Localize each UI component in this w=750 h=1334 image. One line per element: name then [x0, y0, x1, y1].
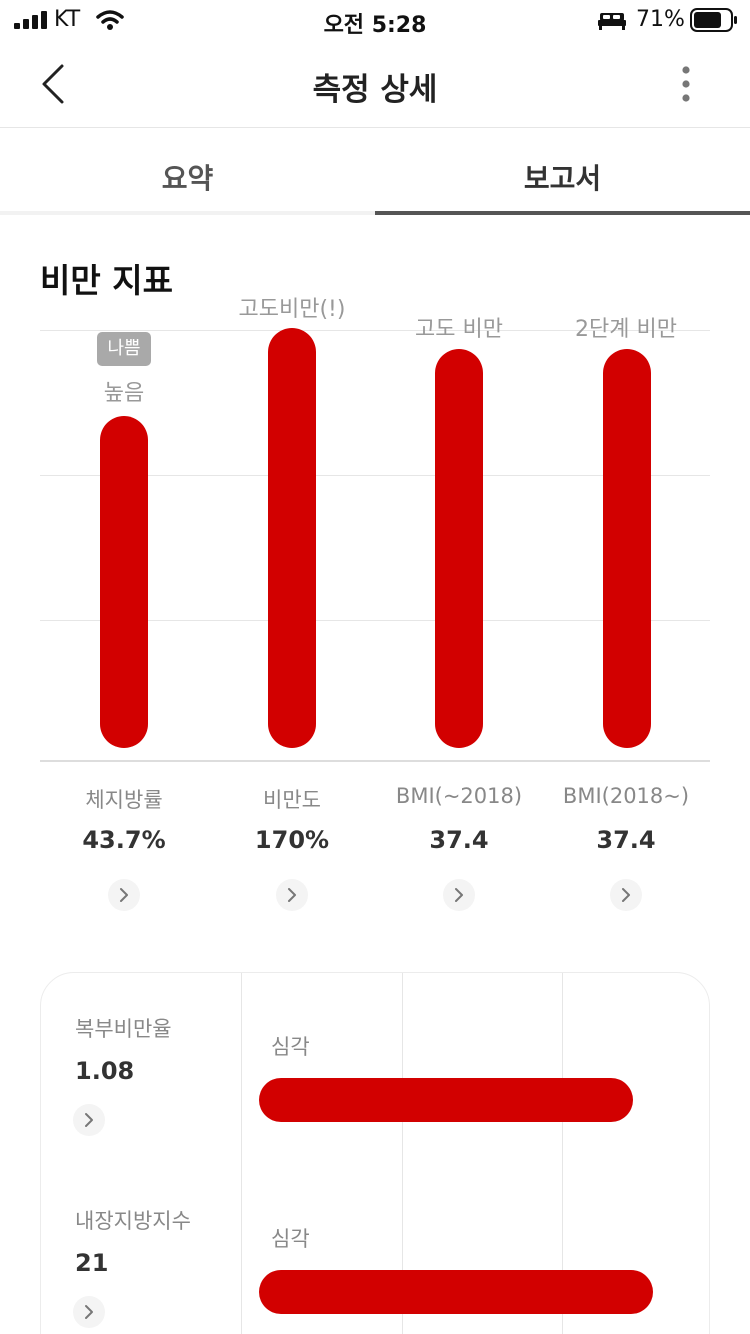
cellular-signal-icon	[14, 11, 47, 29]
obesity-index-chart: 나쁨 높음 고도비만(!) 고도 비만 2단계 비만	[40, 290, 710, 762]
metric-value: 1.08	[75, 1057, 135, 1085]
category-label: BMI(~2018)	[395, 784, 523, 808]
more-vertical-icon	[682, 66, 690, 102]
status-badge: 나쁨	[97, 332, 151, 366]
section-title: 비만 지표	[40, 261, 173, 300]
bar-body-fat	[100, 416, 148, 748]
page-title: 측정 상세	[312, 72, 438, 108]
card-divider	[241, 973, 242, 1334]
category-value: 37.4	[429, 826, 489, 854]
category-value: 170%	[254, 826, 330, 854]
detail-button-bmi-old[interactable]	[443, 879, 475, 911]
chevron-right-icon	[120, 888, 128, 902]
detail-button-bmi-new[interactable]	[610, 879, 642, 911]
chevron-right-icon	[288, 888, 296, 902]
chart-baseline	[40, 760, 710, 762]
battery-icon	[690, 8, 737, 32]
bar-bmi-old	[435, 349, 483, 748]
abdominal-metrics-card: 복부비만율 1.08 심각 내장지방지수 21 심각	[40, 972, 710, 1334]
grid-line	[40, 475, 710, 476]
navigation-bar: 측정 상세	[0, 40, 750, 128]
metric-label: 복부비만율	[75, 1017, 172, 1041]
tab-report[interactable]: 보고서	[375, 129, 750, 215]
metric-value: 21	[75, 1249, 109, 1277]
category-value: 43.7%	[82, 826, 166, 854]
bar-level-label: 고도 비만	[415, 317, 503, 342]
metric-level-label: 심각	[271, 1035, 310, 1059]
grid-line	[40, 330, 710, 331]
chevron-right-icon	[622, 888, 630, 902]
chevron-left-icon	[42, 64, 64, 104]
bar-obesity-degree	[268, 328, 316, 748]
category-label: BMI(2018~)	[562, 784, 690, 808]
tab-bar: 요약 보고서	[0, 129, 750, 215]
bar-bmi-new	[603, 349, 651, 748]
chevron-right-icon	[85, 1113, 93, 1127]
more-options-button[interactable]	[670, 62, 702, 106]
metric-bar-abdominal-ratio	[259, 1078, 633, 1122]
status-bar: KT 오전 5:28 71%	[0, 0, 750, 40]
category-label: 비만도	[263, 788, 321, 812]
chevron-right-icon	[85, 1305, 93, 1319]
category-label: 체지방률	[85, 788, 163, 812]
bar-level-label: 높음	[103, 381, 145, 406]
category-value: 37.4	[596, 826, 656, 854]
metric-level-label: 심각	[271, 1227, 310, 1251]
metric-label: 내장지방지수	[75, 1209, 191, 1233]
status-time: 오전 5:28	[323, 13, 427, 38]
back-button[interactable]	[36, 62, 70, 106]
chevron-right-icon	[455, 888, 463, 902]
metric-bar-visceral-fat	[259, 1270, 653, 1314]
detail-button-visceral-fat[interactable]	[73, 1296, 105, 1328]
detail-button-obesity-degree[interactable]	[276, 879, 308, 911]
card-gridline	[562, 973, 563, 1334]
detail-button-body-fat[interactable]	[108, 879, 140, 911]
bar-level-label: 고도비만(!)	[238, 297, 346, 322]
grid-line	[40, 620, 710, 621]
bar-level-label: 2단계 비만	[575, 317, 677, 342]
battery-percentage: 71%	[636, 7, 685, 32]
tab-summary[interactable]: 요약	[0, 129, 375, 215]
wifi-icon	[96, 10, 124, 30]
carrier-name: KT	[54, 7, 81, 32]
sleep-mode-icon	[598, 13, 626, 30]
card-gridline	[402, 973, 403, 1334]
detail-button-abdominal-ratio[interactable]	[73, 1104, 105, 1136]
